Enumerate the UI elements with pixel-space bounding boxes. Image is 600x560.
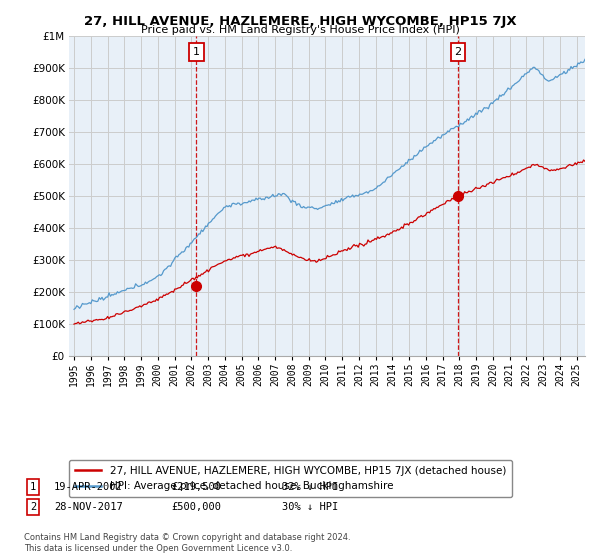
Text: 2: 2 xyxy=(454,48,461,57)
Legend: 27, HILL AVENUE, HAZLEMERE, HIGH WYCOMBE, HP15 7JX (detached house), HPI: Averag: 27, HILL AVENUE, HAZLEMERE, HIGH WYCOMBE… xyxy=(69,460,512,497)
Text: £500,000: £500,000 xyxy=(171,502,221,512)
Text: 30% ↓ HPI: 30% ↓ HPI xyxy=(282,502,338,512)
Text: £219,500: £219,500 xyxy=(171,482,221,492)
Text: 1: 1 xyxy=(193,48,200,57)
Text: 28-NOV-2017: 28-NOV-2017 xyxy=(54,502,123,512)
Text: 19-APR-2002: 19-APR-2002 xyxy=(54,482,123,492)
Text: Price paid vs. HM Land Registry's House Price Index (HPI): Price paid vs. HM Land Registry's House … xyxy=(140,25,460,35)
Text: Contains HM Land Registry data © Crown copyright and database right 2024.
This d: Contains HM Land Registry data © Crown c… xyxy=(24,533,350,553)
Text: 2: 2 xyxy=(30,502,36,512)
Text: 1: 1 xyxy=(30,482,36,492)
Text: 27, HILL AVENUE, HAZLEMERE, HIGH WYCOMBE, HP15 7JX: 27, HILL AVENUE, HAZLEMERE, HIGH WYCOMBE… xyxy=(83,15,517,27)
Text: 32% ↓ HPI: 32% ↓ HPI xyxy=(282,482,338,492)
